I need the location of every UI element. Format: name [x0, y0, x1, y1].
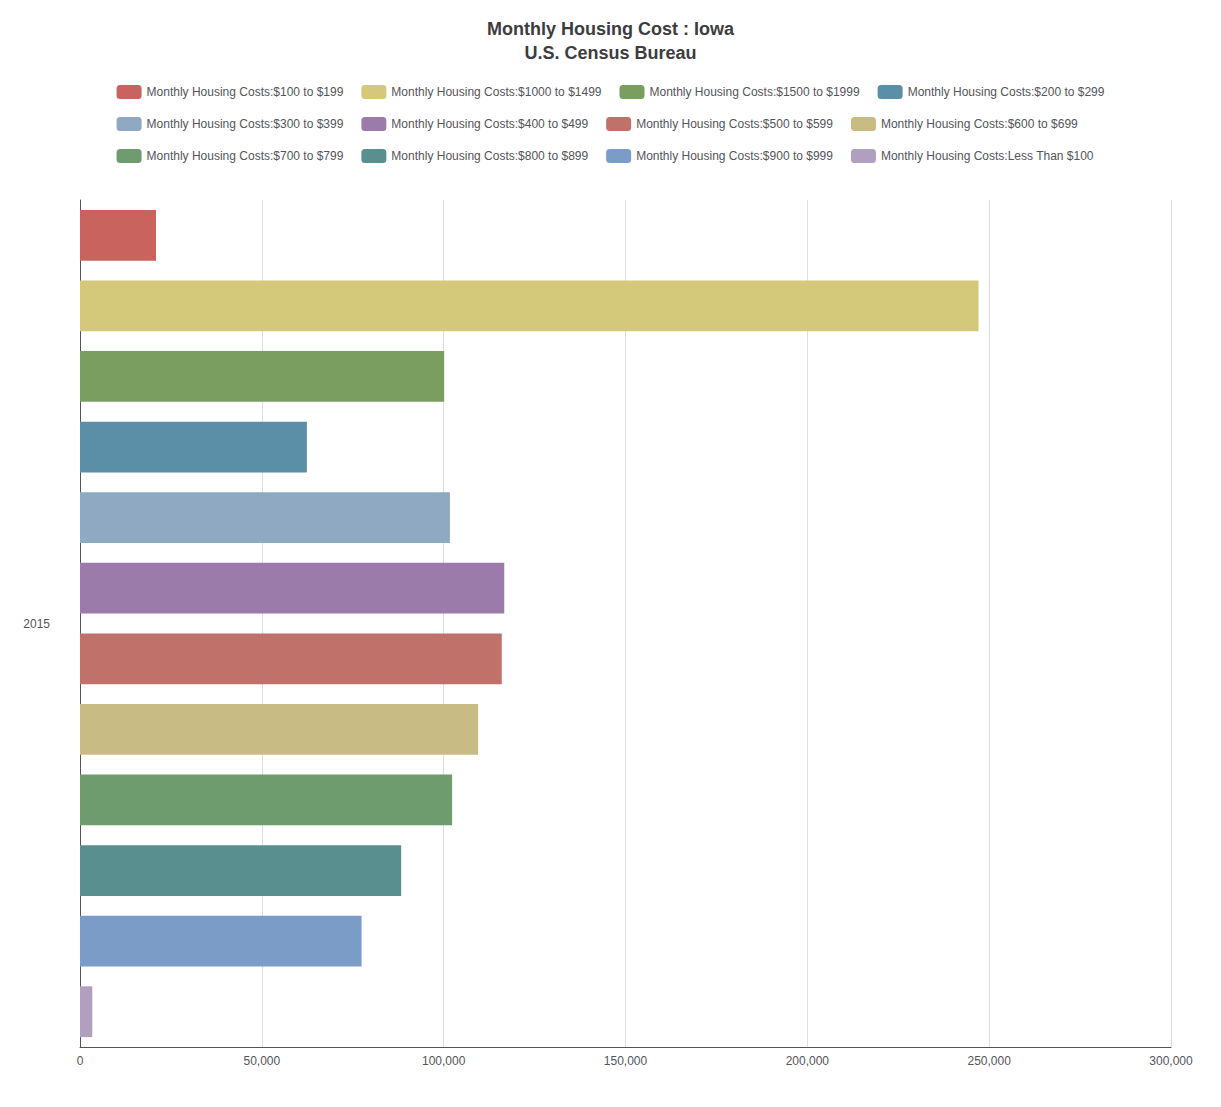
svg-text:Monthly Housing Costs:$500 to: Monthly Housing Costs:$500 to $599: [636, 117, 833, 131]
svg-text:Monthly Housing Costs:$1500 to: Monthly Housing Costs:$1500 to $1999: [650, 85, 860, 99]
svg-text:Monthly Housing Costs:$900 to: Monthly Housing Costs:$900 to $999: [636, 149, 833, 163]
svg-text:Monthly Housing Costs:Less Tha: Monthly Housing Costs:Less Than $100: [881, 149, 1094, 163]
svg-text:Monthly Housing Costs:$300 to: Monthly Housing Costs:$300 to $399: [147, 117, 344, 131]
svg-text:Monthly Housing Costs:$600 to: Monthly Housing Costs:$600 to $699: [881, 117, 1078, 131]
svg-text:0: 0: [77, 1054, 84, 1068]
svg-text:300,000: 300,000: [1149, 1054, 1193, 1068]
svg-text:200,000: 200,000: [786, 1054, 830, 1068]
svg-text:Monthly Housing Costs:$400 to: Monthly Housing Costs:$400 to $499: [391, 117, 588, 131]
svg-text:U.S. Census Bureau: U.S. Census Bureau: [524, 43, 696, 63]
svg-text:2015: 2015: [23, 617, 50, 631]
svg-text:Monthly Housing Costs:$1000 to: Monthly Housing Costs:$1000 to $1499: [391, 85, 601, 99]
svg-text:250,000: 250,000: [967, 1054, 1011, 1068]
svg-text:Monthly Housing Costs:$700 to: Monthly Housing Costs:$700 to $799: [147, 149, 344, 163]
svg-text:Monthly Housing Cost : Iowa: Monthly Housing Cost : Iowa: [487, 19, 735, 39]
svg-text:100,000: 100,000: [422, 1054, 466, 1068]
svg-text:Monthly Housing Costs:$800 to: Monthly Housing Costs:$800 to $899: [391, 149, 588, 163]
svg-text:Monthly Housing Costs:$200 to: Monthly Housing Costs:$200 to $299: [908, 85, 1105, 99]
svg-text:Monthly Housing Costs:$100 to: Monthly Housing Costs:$100 to $199: [147, 85, 344, 99]
svg-text:50,000: 50,000: [243, 1054, 280, 1068]
svg-text:150,000: 150,000: [604, 1054, 648, 1068]
